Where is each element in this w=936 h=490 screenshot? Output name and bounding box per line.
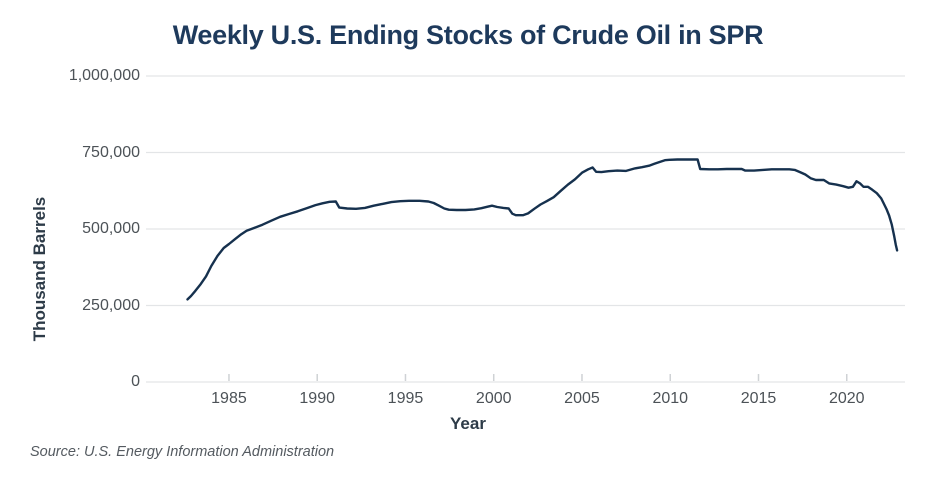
x-tick-label: 1985 — [211, 390, 247, 407]
x-tick-label: 2020 — [828, 390, 865, 407]
y-tick-label: 1,000,000 — [68, 67, 140, 84]
x-tick-label: 2010 — [652, 390, 689, 407]
chart-title: Weekly U.S. Ending Stocks of Crude Oil i… — [172, 20, 764, 50]
x-axis-title: Year — [450, 414, 486, 433]
data-line-spr-stocks — [186, 158, 899, 301]
x-tick-label: 2015 — [740, 390, 777, 407]
x-tick-label: 2005 — [564, 390, 600, 407]
x-tick-label: 1990 — [299, 390, 335, 407]
x-tick-label: 1995 — [387, 390, 424, 407]
x-tick-label: 2000 — [475, 390, 512, 407]
source-note: Source: U.S. Energy Information Administ… — [30, 444, 335, 460]
y-tick-label: 0 — [131, 373, 140, 390]
y-tick-label: 500,000 — [82, 220, 140, 237]
y-tick-label: 750,000 — [82, 143, 140, 161]
y-tick-label: 250,000 — [82, 296, 140, 314]
